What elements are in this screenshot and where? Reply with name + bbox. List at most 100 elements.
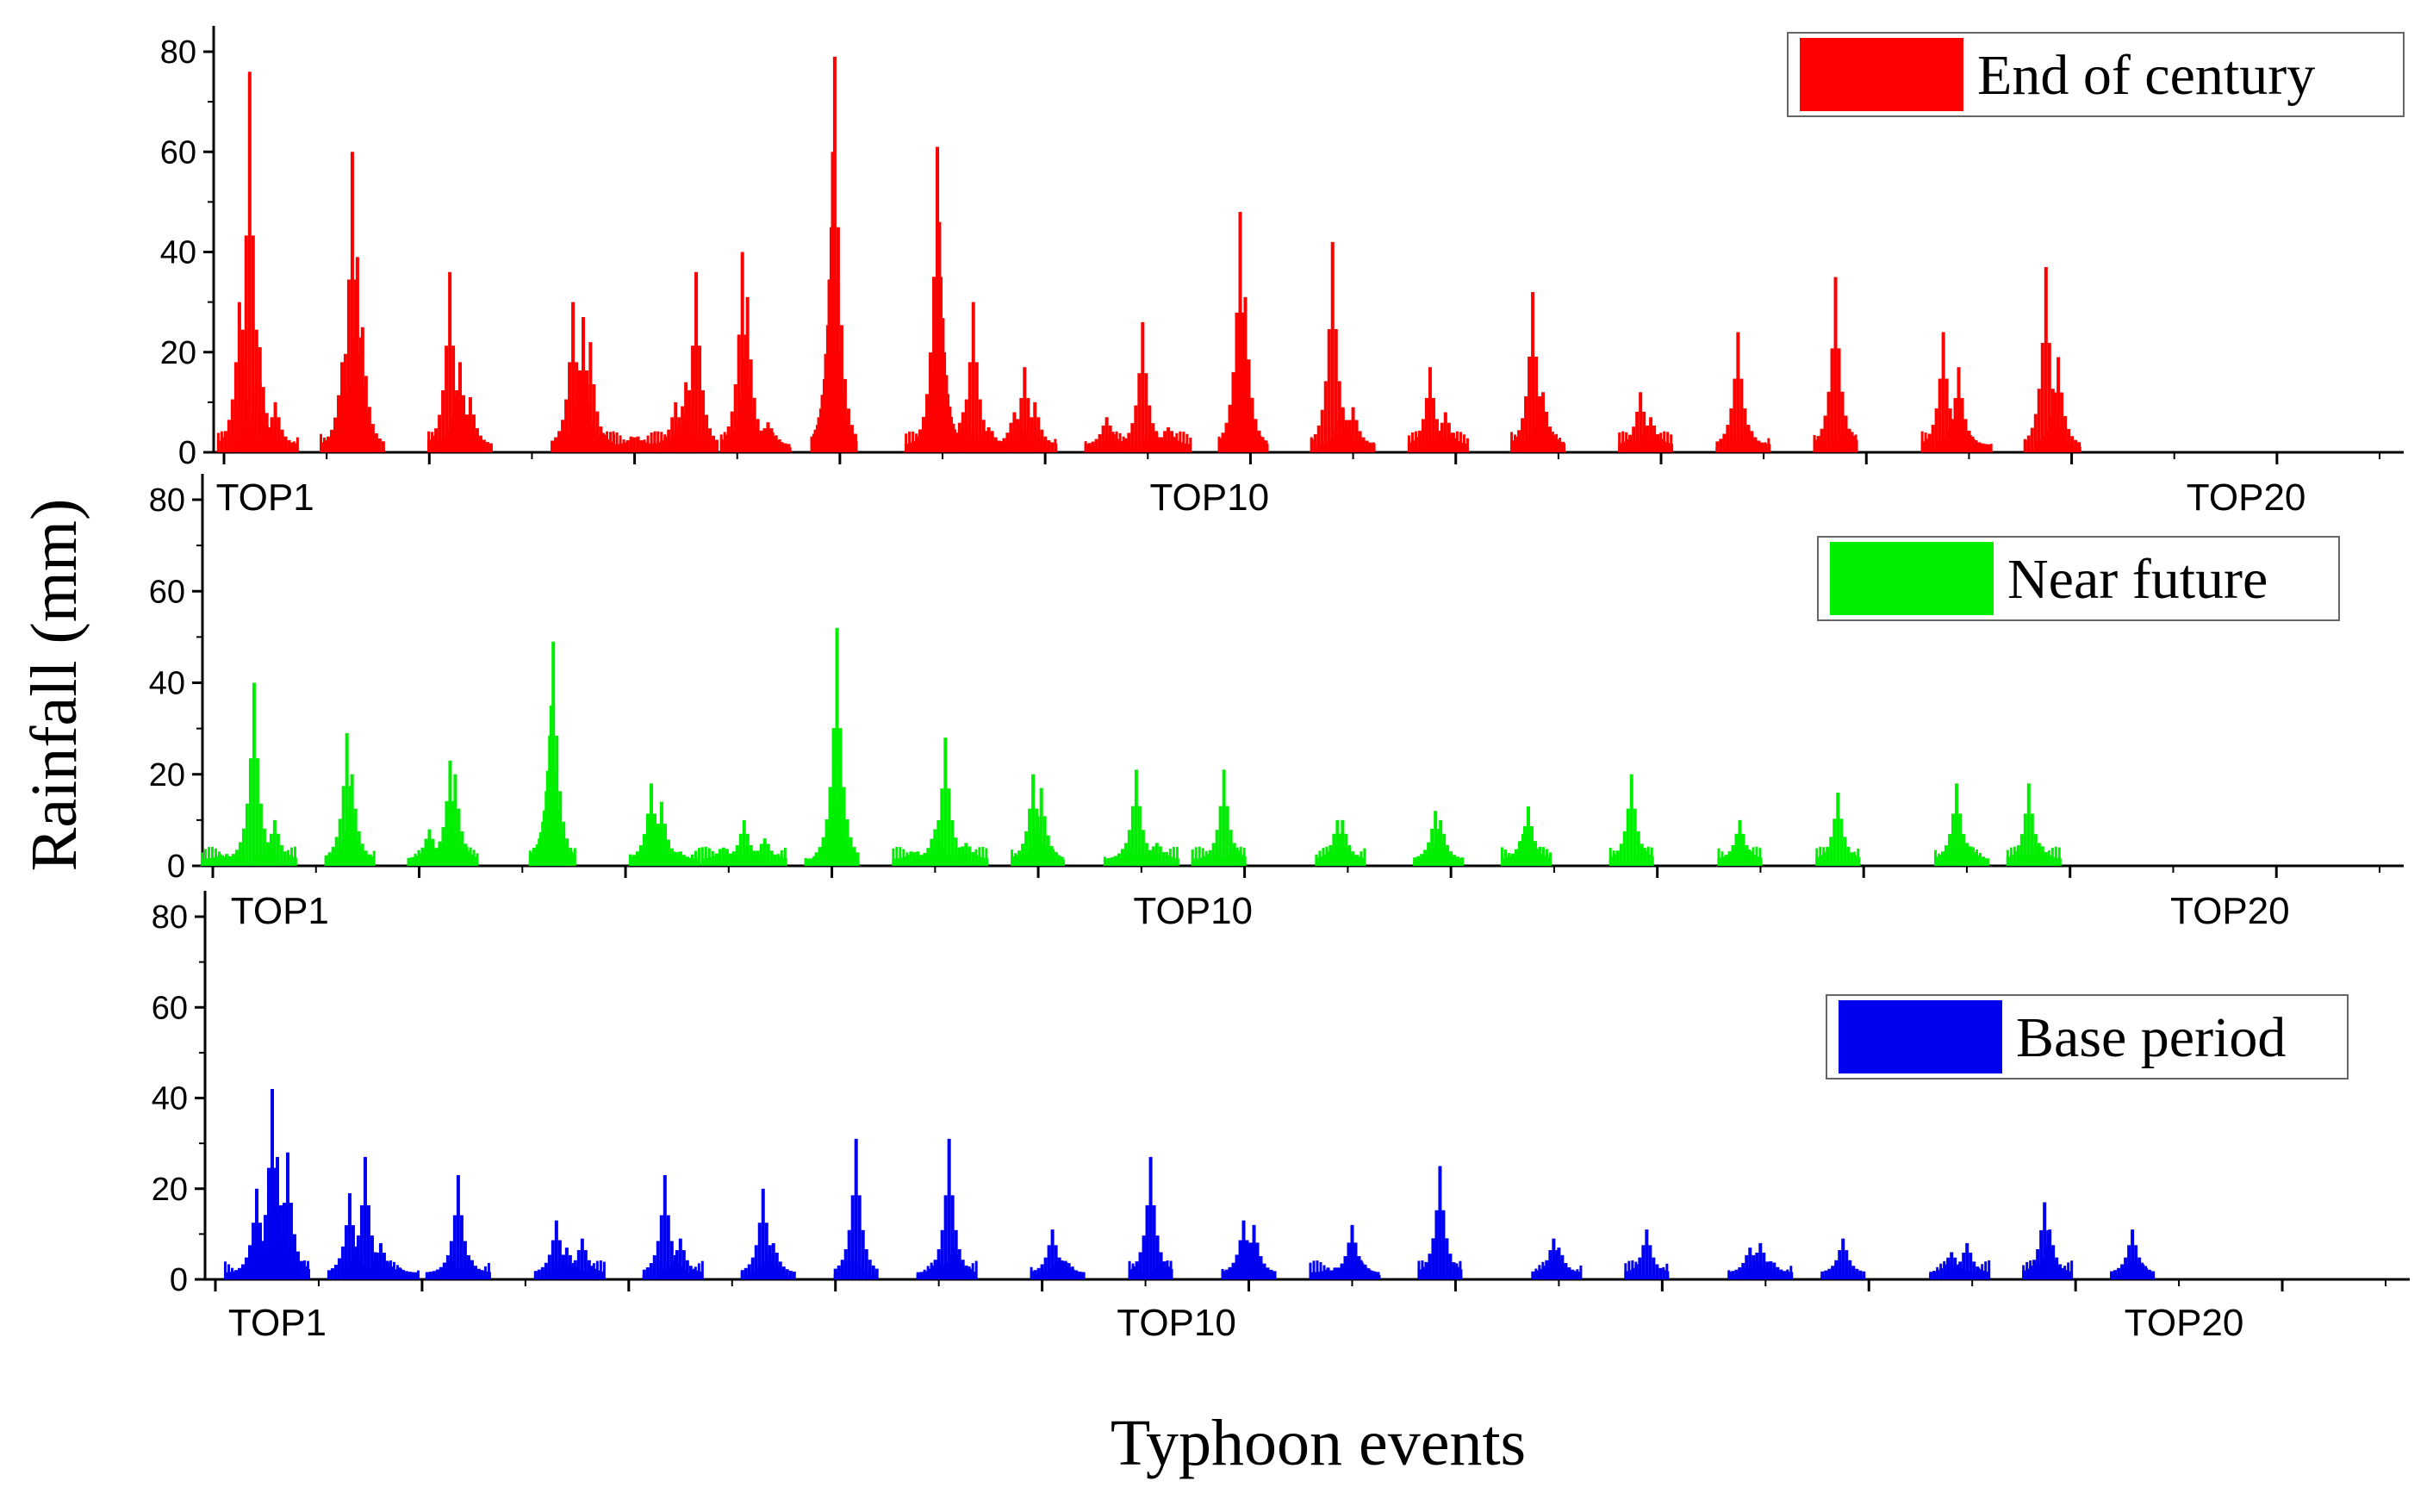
rainfall-bar xyxy=(1024,831,1029,866)
rainfall-bar xyxy=(1524,396,1528,452)
y-tick-label: 20 xyxy=(152,1172,188,1208)
rainfall-bar xyxy=(677,447,681,452)
rainfall-bar xyxy=(464,843,468,866)
rainfall-bar xyxy=(700,1260,704,1279)
rainfall-bar xyxy=(961,861,964,866)
rainfall-bar xyxy=(754,1270,757,1279)
rainfall-bar xyxy=(1019,432,1023,452)
rainfall-bar xyxy=(726,431,730,452)
rainfall-bar xyxy=(1374,1273,1378,1279)
rainfall-bar xyxy=(1239,846,1242,866)
rainfall-bar xyxy=(1545,432,1548,452)
rainfall-bar xyxy=(1424,1261,1428,1279)
rainfall-bar xyxy=(985,848,988,866)
rainfall-bar xyxy=(1048,847,1052,866)
rainfall-bar xyxy=(1016,434,1019,452)
legend-label: Base period xyxy=(2016,1006,2286,1069)
rainfall-bar xyxy=(1330,441,1334,452)
rainfall-bar xyxy=(1851,432,1854,452)
rainfall-bar xyxy=(833,1268,837,1279)
rainfall-bar xyxy=(1026,432,1030,452)
rainfall-bar xyxy=(1144,856,1148,866)
rainfall-bar xyxy=(723,432,726,452)
rainfall-bar xyxy=(1981,1264,1984,1279)
rainfall-bar xyxy=(1269,1273,1273,1279)
rainfall-bar xyxy=(1455,431,1459,452)
rainfall-bar xyxy=(449,1241,453,1279)
rainfall-bar xyxy=(1715,446,1719,452)
rainfall-bar xyxy=(1439,819,1443,866)
rainfall-bar xyxy=(1231,1274,1235,1279)
rainfall-bar xyxy=(787,444,791,452)
rainfall-bar xyxy=(1437,848,1441,866)
rainfall-bar xyxy=(434,434,438,452)
rainfall-bar xyxy=(771,1261,775,1279)
rainfall-bar xyxy=(1559,1270,1562,1279)
rainfall-bar xyxy=(2038,1264,2042,1279)
rainfall-bar xyxy=(1557,1248,1561,1279)
rainfall-bar xyxy=(230,438,233,452)
rainfall-bar xyxy=(355,860,358,866)
rainfall-bar xyxy=(971,432,974,452)
rainfall-bar xyxy=(342,1269,346,1279)
rainfall-bar xyxy=(1746,440,1750,452)
rainfall-bar xyxy=(1138,1270,1142,1279)
rainfall-bar xyxy=(1052,849,1055,866)
rainfall-bar xyxy=(1432,844,1436,866)
rainfall-bar xyxy=(1958,1261,1963,1279)
rainfall-bar xyxy=(981,434,985,452)
rainfall-bar xyxy=(1378,1274,1381,1279)
rainfall-bar xyxy=(1103,856,1106,866)
y-tick-label: 80 xyxy=(160,34,196,71)
event-bars xyxy=(2022,1202,2074,1279)
rainfall-bar xyxy=(690,854,694,866)
rainfall-bar xyxy=(333,1269,337,1279)
rainfall-bar xyxy=(340,1262,344,1279)
rainfall-bar xyxy=(908,431,912,452)
rainfall-bar xyxy=(348,385,352,452)
rainfall-bar xyxy=(489,446,493,452)
rainfall-bar xyxy=(1354,440,1358,452)
rainfall-bar xyxy=(788,447,792,452)
rainfall-bar xyxy=(2043,1269,2046,1279)
rainfall-bar xyxy=(1829,852,1833,866)
rainfall-bar xyxy=(819,849,824,866)
rainfall-bar xyxy=(974,362,979,452)
rainfall-bar xyxy=(549,706,553,866)
rainfall-bar xyxy=(695,858,700,866)
rainfall-bar xyxy=(2060,1269,2063,1279)
rainfall-bar xyxy=(847,849,851,866)
rainfall-bar xyxy=(954,447,957,452)
rainfall-bar xyxy=(756,439,760,452)
rainfall-bar xyxy=(1943,437,1947,452)
rainfall-bar xyxy=(1148,438,1151,452)
rainfall-bar xyxy=(1530,434,1534,452)
rainfall-bar xyxy=(636,436,640,452)
y-tick-label: 60 xyxy=(160,134,196,171)
rainfall-bar xyxy=(1646,425,1650,452)
rainfall-bar xyxy=(435,1272,439,1279)
rainfall-bar xyxy=(248,758,252,866)
rainfall-bar xyxy=(2113,1274,2117,1279)
rainfall-bar xyxy=(2061,434,2064,452)
event-bars xyxy=(628,783,700,866)
rainfall-bar xyxy=(1736,431,1739,452)
rainfall-bar xyxy=(742,819,746,866)
rainfall-bar xyxy=(769,428,774,452)
event-bars xyxy=(1500,806,1552,866)
rainfall-bar xyxy=(1148,859,1151,866)
rainfall-bar xyxy=(1434,846,1437,866)
rainfall-bar xyxy=(1032,835,1036,866)
rainfall-bar xyxy=(414,853,417,866)
rainfall-bar xyxy=(849,837,853,866)
rainfall-bar xyxy=(1036,816,1040,866)
rainfall-bar xyxy=(1528,447,1531,452)
rainfall-bar xyxy=(1012,438,1016,452)
rainfall-bar xyxy=(766,861,769,866)
rainfall-bar xyxy=(1441,1274,1445,1279)
event-label: TOP20 xyxy=(2170,890,2290,932)
legend-swatch xyxy=(1830,542,1994,615)
rainfall-bar xyxy=(2067,1262,2070,1279)
rainfall-bar xyxy=(1642,411,1646,452)
rainfall-bar xyxy=(1826,391,1831,452)
